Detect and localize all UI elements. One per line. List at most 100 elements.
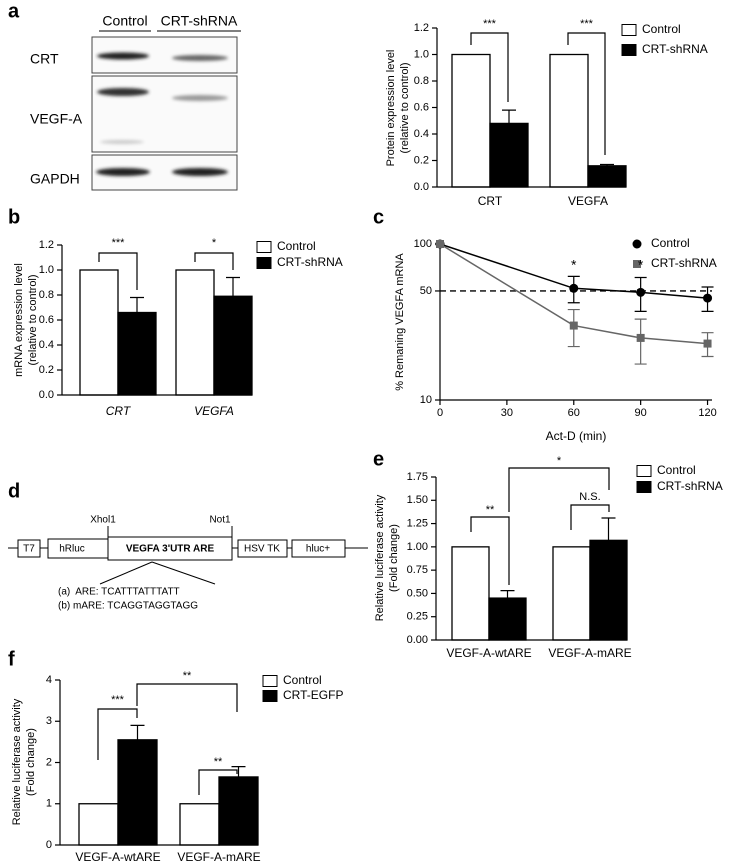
- x-tick-label: VEGF-A-mARE: [548, 646, 631, 660]
- element-label: hluc+: [306, 544, 330, 555]
- element-label: T7: [23, 544, 35, 555]
- y-tick-label: 50: [420, 285, 432, 297]
- significance-label: ***: [580, 18, 594, 30]
- y-axis-label: mRNA expression level: [13, 263, 25, 377]
- y-tick-label: 0.50: [407, 587, 428, 599]
- site-label: Not1: [209, 515, 231, 526]
- site-label: Xhol1: [90, 515, 116, 526]
- y-tick-label: 0.00: [407, 634, 428, 646]
- y-tick-label: 4: [46, 674, 52, 686]
- panel-letter: f: [8, 648, 15, 670]
- significance-bracket: [567, 32, 606, 155]
- significance-label: *: [638, 257, 644, 273]
- x-tick-label: 120: [698, 407, 716, 419]
- y-axis-label: Protein expression level: [385, 50, 397, 167]
- significance-label: *: [212, 237, 217, 249]
- x-tick-label: CRT: [106, 404, 132, 418]
- panel-letter: a: [8, 0, 20, 22]
- legend-swatch: [621, 44, 637, 56]
- y-tick-label: 1.2: [39, 239, 54, 251]
- y-tick-label: 0.0: [39, 389, 54, 401]
- x-tick-label: 30: [501, 407, 513, 419]
- error-bar: [601, 517, 616, 541]
- significance-label: ***: [112, 237, 126, 249]
- sequence: (a) ARE: TCATTTATTTATT: [58, 587, 180, 598]
- legend-swatch: [256, 241, 272, 253]
- significance-bracket: [97, 708, 138, 760]
- element-box: [107, 536, 233, 561]
- significance-label: **: [486, 504, 495, 516]
- bar: [79, 269, 119, 396]
- legend-label: Control: [651, 236, 690, 250]
- marker: [569, 321, 578, 330]
- y-tick-label: 1.25: [407, 517, 428, 529]
- bar: [587, 165, 627, 188]
- error-bar: [130, 296, 144, 313]
- y-axis-label: (Fold change): [388, 524, 400, 592]
- significance-bracket: [198, 769, 238, 795]
- blot-row: CRT: [30, 51, 59, 67]
- x-tick-label: CRT: [478, 194, 503, 208]
- legend-swatch: [621, 24, 637, 36]
- legend-label: Control: [642, 22, 681, 36]
- y-axis-label: (relative to control): [399, 62, 411, 153]
- error-bar: [500, 590, 515, 599]
- significance-bracket: [136, 683, 238, 712]
- error-bar: [130, 724, 145, 740]
- bar: [552, 546, 591, 641]
- x-tick-label: VEGF-A-mARE: [177, 850, 260, 863]
- x-tick-label: VEGFA: [568, 194, 608, 208]
- y-tick-label: 10: [420, 394, 432, 406]
- panel-letter: d: [8, 480, 20, 502]
- significance-label: **: [183, 670, 192, 682]
- legend-swatch: [262, 675, 278, 687]
- series-line: [439, 243, 708, 299]
- y-tick-label: 1.50: [407, 494, 428, 506]
- marker: [703, 293, 713, 303]
- significance-label: *: [557, 455, 562, 467]
- zoom-line: [99, 561, 153, 585]
- panel-letter: c: [373, 206, 384, 228]
- y-tick-label: 1: [46, 798, 52, 810]
- bar: [78, 803, 119, 846]
- blot-column: CRT-shRNA: [161, 13, 238, 29]
- significance-bracket: [570, 504, 610, 530]
- y-tick-label: 1.0: [414, 48, 429, 60]
- y-tick-label: 0.75: [407, 564, 428, 576]
- bar: [451, 53, 491, 188]
- marker: [636, 333, 645, 342]
- significance-bracket: [470, 516, 510, 585]
- panel-letter: b: [8, 206, 20, 228]
- legend-label: CRT-shRNA: [277, 255, 343, 269]
- legend-swatch: [256, 257, 272, 269]
- y-axis-label: % Remaning VEGFA mRNA: [394, 253, 406, 391]
- y-axis-label: Relative luciferase activity: [374, 494, 386, 621]
- bands: [96, 52, 228, 176]
- error-bar: [231, 766, 246, 777]
- y-tick-label: 2: [46, 756, 52, 768]
- y-tick-label: 0.25: [407, 611, 428, 623]
- bar: [117, 739, 158, 846]
- y-tick-label: 100: [414, 238, 432, 250]
- series-line: [439, 243, 708, 345]
- construct-diagram: d T7 hRluc VEGFA 3'UTR ARE HSV TK hluc+ …: [8, 480, 368, 612]
- marker: [569, 283, 579, 293]
- marker: [636, 287, 646, 297]
- significance-label: *: [571, 257, 577, 273]
- bar: [213, 295, 253, 396]
- significance-bracket: [98, 252, 138, 290]
- legend-label: CRT-shRNA: [657, 479, 723, 493]
- legend-label: Control: [283, 673, 322, 687]
- legend-marker: [633, 260, 641, 268]
- blot-row: VEGF-A: [30, 111, 83, 127]
- legend-label: CRT-EGFP: [283, 688, 343, 702]
- bar: [488, 597, 527, 641]
- y-tick-label: 0: [46, 839, 52, 851]
- panel-letter: e: [373, 448, 384, 470]
- blot-column: Control: [102, 13, 147, 29]
- legend-swatch: [262, 690, 278, 702]
- legend-label: CRT-shRNA: [651, 256, 717, 270]
- y-tick-label: 0.6: [414, 101, 429, 113]
- blot-row: GAPDH: [30, 171, 80, 187]
- y-tick-label: 0.2: [414, 154, 429, 166]
